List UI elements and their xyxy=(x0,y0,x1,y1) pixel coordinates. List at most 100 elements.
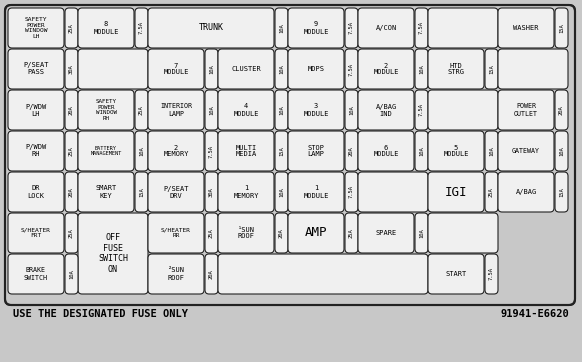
Text: 15A: 15A xyxy=(279,146,284,156)
FancyBboxPatch shape xyxy=(135,172,148,212)
FancyBboxPatch shape xyxy=(218,172,274,212)
Text: TRUNK: TRUNK xyxy=(198,24,223,33)
Text: 10A: 10A xyxy=(559,146,564,156)
FancyBboxPatch shape xyxy=(205,49,218,89)
Text: 2
MODULE: 2 MODULE xyxy=(373,63,399,76)
Text: START: START xyxy=(445,271,467,277)
Text: IGI: IGI xyxy=(445,185,467,198)
FancyBboxPatch shape xyxy=(428,213,498,253)
FancyBboxPatch shape xyxy=(205,90,218,130)
FancyBboxPatch shape xyxy=(148,172,204,212)
FancyBboxPatch shape xyxy=(485,254,498,294)
FancyBboxPatch shape xyxy=(65,90,78,130)
FancyBboxPatch shape xyxy=(65,172,78,212)
Text: 25A: 25A xyxy=(349,228,354,238)
FancyBboxPatch shape xyxy=(275,172,288,212)
Text: STOP
LAMP: STOP LAMP xyxy=(307,144,325,157)
Text: S/HEATER
RR: S/HEATER RR xyxy=(161,228,191,239)
FancyBboxPatch shape xyxy=(288,90,344,130)
Text: 10A: 10A xyxy=(489,146,494,156)
FancyBboxPatch shape xyxy=(485,131,498,171)
Text: 10A: 10A xyxy=(349,105,354,115)
FancyBboxPatch shape xyxy=(415,131,428,171)
FancyBboxPatch shape xyxy=(148,131,204,171)
Text: 25A: 25A xyxy=(69,228,74,238)
Text: 10A: 10A xyxy=(139,146,144,156)
FancyBboxPatch shape xyxy=(8,90,64,130)
Text: 15A: 15A xyxy=(139,187,144,197)
Text: 25A: 25A xyxy=(209,228,214,238)
Text: P/WDW
RH: P/WDW RH xyxy=(26,144,47,157)
Text: 7.5A: 7.5A xyxy=(209,144,214,157)
Text: USE THE DESIGNATED FUSE ONLY: USE THE DESIGNATED FUSE ONLY xyxy=(13,309,188,319)
Text: SPARE: SPARE xyxy=(375,230,396,236)
FancyBboxPatch shape xyxy=(78,213,148,294)
FancyBboxPatch shape xyxy=(218,131,274,171)
FancyBboxPatch shape xyxy=(218,254,428,294)
Text: 2
MEMORY: 2 MEMORY xyxy=(163,144,189,157)
Text: 25A: 25A xyxy=(489,187,494,197)
FancyBboxPatch shape xyxy=(288,8,344,48)
FancyBboxPatch shape xyxy=(148,213,204,253)
Text: ¹SUN
ROOF: ¹SUN ROOF xyxy=(237,227,254,240)
FancyBboxPatch shape xyxy=(485,172,498,212)
Text: 7
MODULE: 7 MODULE xyxy=(163,63,189,76)
FancyBboxPatch shape xyxy=(148,254,204,294)
Text: 15A: 15A xyxy=(489,64,494,74)
FancyBboxPatch shape xyxy=(8,131,64,171)
Text: 25A: 25A xyxy=(139,105,144,115)
Text: OFF
FUSE
SWITCH
ON: OFF FUSE SWITCH ON xyxy=(98,233,128,274)
Text: 20A: 20A xyxy=(349,146,354,156)
FancyBboxPatch shape xyxy=(275,49,288,89)
Text: 7.5A: 7.5A xyxy=(419,104,424,117)
Text: A/CON: A/CON xyxy=(375,25,396,31)
Text: POWER
OUTLET: POWER OUTLET xyxy=(514,104,538,117)
Text: DR
LOCK: DR LOCK xyxy=(27,185,44,198)
FancyBboxPatch shape xyxy=(345,213,358,253)
FancyBboxPatch shape xyxy=(428,172,484,212)
FancyBboxPatch shape xyxy=(135,131,148,171)
Text: ²SUN
ROOF: ²SUN ROOF xyxy=(168,268,184,281)
Text: 4
MODULE: 4 MODULE xyxy=(233,104,259,117)
FancyBboxPatch shape xyxy=(555,172,568,212)
FancyBboxPatch shape xyxy=(218,213,274,253)
Text: 20A: 20A xyxy=(209,269,214,279)
FancyBboxPatch shape xyxy=(8,213,64,253)
FancyBboxPatch shape xyxy=(428,90,498,130)
FancyBboxPatch shape xyxy=(345,49,358,89)
FancyBboxPatch shape xyxy=(288,172,344,212)
FancyBboxPatch shape xyxy=(358,213,414,253)
FancyBboxPatch shape xyxy=(78,131,134,171)
FancyBboxPatch shape xyxy=(148,49,204,89)
FancyBboxPatch shape xyxy=(205,131,218,171)
Text: HTD
STRG: HTD STRG xyxy=(448,63,464,76)
FancyBboxPatch shape xyxy=(218,49,274,89)
FancyBboxPatch shape xyxy=(5,5,575,305)
Text: 9
MODULE: 9 MODULE xyxy=(303,21,329,34)
FancyBboxPatch shape xyxy=(218,90,274,130)
Text: 7.5A: 7.5A xyxy=(139,21,144,34)
Text: AMP: AMP xyxy=(305,227,327,240)
FancyBboxPatch shape xyxy=(288,49,344,89)
Text: 10A: 10A xyxy=(279,105,284,115)
FancyBboxPatch shape xyxy=(135,8,148,48)
FancyBboxPatch shape xyxy=(8,172,64,212)
FancyBboxPatch shape xyxy=(428,49,484,89)
Text: 1
MODULE: 1 MODULE xyxy=(303,185,329,198)
FancyBboxPatch shape xyxy=(78,8,134,48)
Text: 10A: 10A xyxy=(279,64,284,74)
FancyBboxPatch shape xyxy=(65,254,78,294)
Text: MDPS: MDPS xyxy=(307,66,325,72)
Text: BRAKE
SWITCH: BRAKE SWITCH xyxy=(24,268,48,281)
FancyBboxPatch shape xyxy=(288,213,344,253)
Text: A/BAG: A/BAG xyxy=(516,189,537,195)
FancyBboxPatch shape xyxy=(205,172,218,212)
FancyBboxPatch shape xyxy=(65,131,78,171)
FancyBboxPatch shape xyxy=(555,131,568,171)
FancyBboxPatch shape xyxy=(78,90,134,130)
Text: 10A: 10A xyxy=(209,105,214,115)
FancyBboxPatch shape xyxy=(498,90,554,130)
Text: 15A: 15A xyxy=(559,187,564,197)
FancyBboxPatch shape xyxy=(148,90,204,130)
FancyBboxPatch shape xyxy=(358,49,414,89)
